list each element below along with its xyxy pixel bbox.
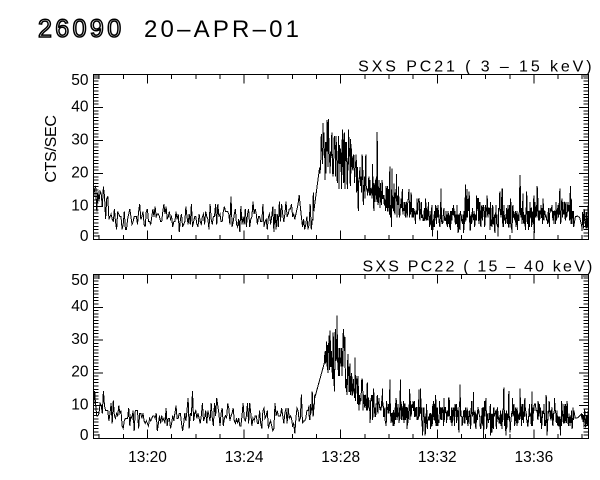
svg-text:SXS PC22 ( 15 – 40 keV): SXS PC22 ( 15 – 40 keV) [362,259,594,276]
svg-text:40: 40 [71,98,89,115]
svg-text:0: 0 [80,427,89,444]
svg-text:30: 30 [71,131,89,148]
svg-text:CTS/SEC: CTS/SEC [43,115,60,182]
svg-text:26090: 26090 [38,15,125,43]
svg-text:40: 40 [71,298,89,315]
svg-text:13:24: 13:24 [225,449,264,466]
svg-text:13:28: 13:28 [321,449,360,466]
svg-text:0: 0 [80,228,89,245]
svg-text:20: 20 [71,364,89,381]
svg-text:13:32: 13:32 [418,449,457,466]
svg-text:50: 50 [71,72,89,89]
svg-text:50: 50 [71,272,89,289]
svg-text:10: 10 [71,397,89,414]
svg-text:13:20: 13:20 [128,449,167,466]
svg-text:10: 10 [71,197,89,214]
svg-text:30: 30 [71,331,89,348]
svg-text:SXS PC21 ( 3 – 15 keV): SXS PC21 ( 3 – 15 keV) [358,59,594,76]
svg-text:13:36: 13:36 [515,449,554,466]
svg-text:20: 20 [71,164,89,181]
svg-text:20–APR–01: 20–APR–01 [144,16,302,43]
